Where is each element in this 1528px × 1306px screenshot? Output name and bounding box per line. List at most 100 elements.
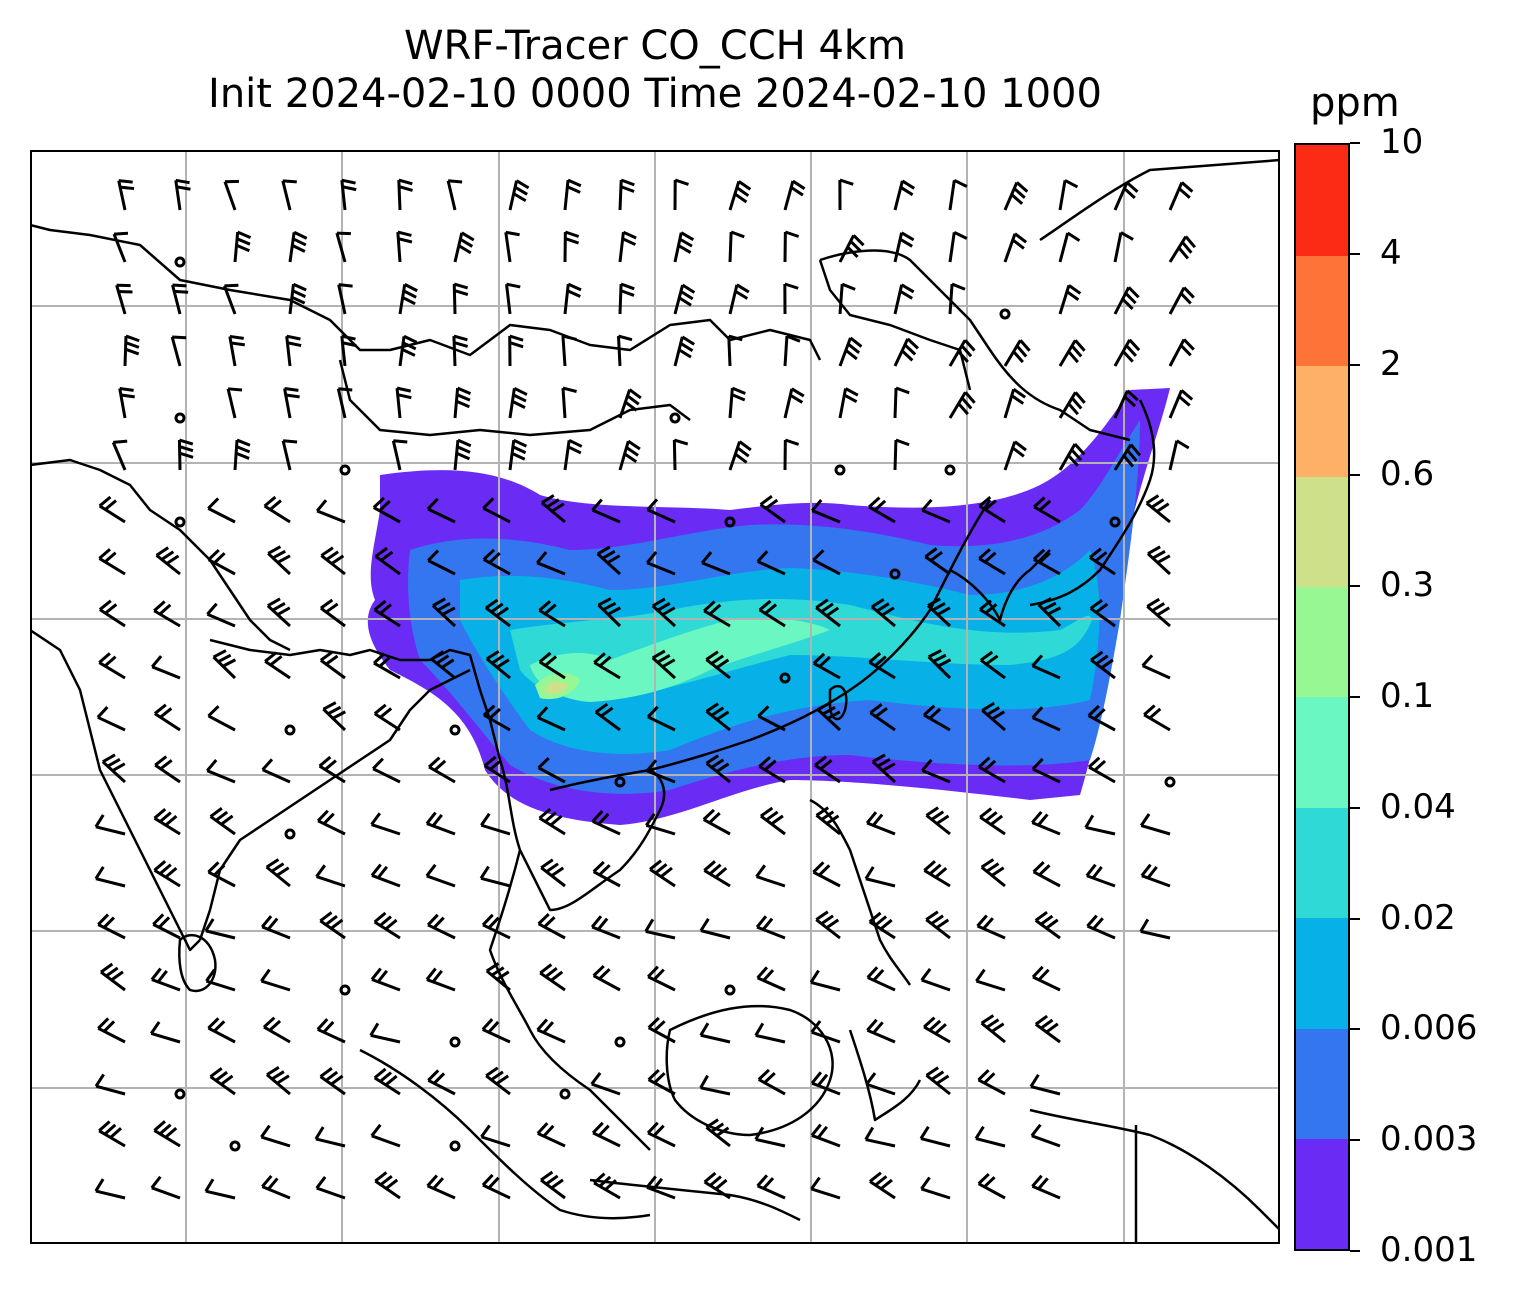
wind-barb xyxy=(153,860,181,888)
wind-barb xyxy=(948,391,976,419)
wind-barb xyxy=(618,439,641,471)
wind-barb xyxy=(591,498,621,524)
calm-wind-marker xyxy=(944,464,956,476)
wind-barb xyxy=(123,334,140,367)
wind-barb xyxy=(98,548,126,576)
wind-barb xyxy=(700,551,731,576)
wind-barb xyxy=(485,1066,511,1096)
wind-barb xyxy=(508,438,528,471)
wind-barb xyxy=(288,282,307,315)
wind-barb xyxy=(1141,654,1171,680)
wind-barb xyxy=(1031,965,1061,992)
wind-barb xyxy=(563,178,582,211)
coast-taiwan xyxy=(828,684,848,721)
wind-barb xyxy=(925,1066,951,1096)
colorbar-tick xyxy=(1350,696,1360,698)
wind-barb xyxy=(673,335,695,367)
wind-barb xyxy=(592,860,621,888)
colorbar-tick xyxy=(1350,474,1360,477)
wind-barb xyxy=(1146,597,1171,628)
wind-barb xyxy=(427,1069,456,1096)
coast-northeast xyxy=(1039,158,1280,242)
wind-barb xyxy=(97,913,126,940)
colorbar-tick xyxy=(1350,1250,1360,1252)
wind-barb xyxy=(870,598,896,628)
border-china-mongolia xyxy=(338,359,691,437)
wind-barb xyxy=(508,179,530,211)
wind-barb xyxy=(209,1067,236,1096)
wind-barb xyxy=(536,551,566,576)
coast-philippines xyxy=(809,798,912,986)
wind-barb xyxy=(283,387,300,419)
wind-barb xyxy=(893,386,910,419)
wind-barb xyxy=(561,386,577,419)
border-mongolia xyxy=(30,223,822,361)
wind-barb xyxy=(281,439,298,471)
wind-barb xyxy=(1032,861,1061,888)
wind-barb xyxy=(1034,910,1061,940)
wind-barb xyxy=(810,1176,841,1200)
calm-wind-marker xyxy=(284,724,296,736)
wind-barb xyxy=(1089,598,1116,628)
wind-barb xyxy=(871,753,897,784)
wind-barb xyxy=(115,283,133,315)
wind-barb xyxy=(815,598,841,628)
colorbar-tick xyxy=(1350,252,1360,255)
wind-barb xyxy=(150,1175,181,1200)
wind-barb xyxy=(336,387,353,419)
wind-barb xyxy=(1168,286,1195,315)
wind-barb xyxy=(924,547,951,576)
wind-barb xyxy=(590,1072,621,1096)
wind-barb xyxy=(979,599,1006,628)
wind-barb xyxy=(428,756,456,784)
colorbar-tick-label: 0.04 xyxy=(1380,786,1456,827)
wind-barb xyxy=(561,334,577,367)
wind-barb xyxy=(893,179,916,211)
wind-barbs xyxy=(94,178,1196,1200)
wind-barb xyxy=(427,549,456,576)
wind-barb xyxy=(1113,389,1139,419)
wind-barb xyxy=(865,811,896,836)
wind-barb xyxy=(98,652,126,680)
wind-barb xyxy=(1168,439,1190,471)
wind-barb xyxy=(975,968,1006,992)
calm-wind-marker xyxy=(174,516,186,528)
wind-barb xyxy=(100,962,126,992)
wind-barb xyxy=(594,702,621,732)
wind-barb xyxy=(810,1071,841,1096)
map-panel[interactable] xyxy=(30,150,1280,1244)
coast-sumatra xyxy=(359,1048,651,1220)
wind-barb xyxy=(651,597,677,628)
wind-barb xyxy=(672,438,689,471)
colorbar-tick xyxy=(1350,1028,1360,1031)
wind-barb xyxy=(316,809,346,836)
wind-barb xyxy=(266,597,292,628)
border-china-west xyxy=(30,458,291,652)
map-canvas[interactable] xyxy=(30,150,1280,1244)
wind-barb xyxy=(866,1018,896,1044)
wind-barb xyxy=(647,1016,676,1044)
wind-barb xyxy=(893,283,915,315)
coast-malay xyxy=(488,849,651,1151)
wind-barb xyxy=(111,439,128,471)
wind-barb xyxy=(869,703,896,732)
wind-barb xyxy=(815,910,841,940)
wind-barb xyxy=(263,495,291,524)
wind-barb xyxy=(112,231,129,263)
wind-barb xyxy=(783,387,805,419)
plume-level-5 xyxy=(530,618,830,702)
wind-barb xyxy=(98,599,126,628)
wind-barb xyxy=(980,858,1006,888)
wind-barb xyxy=(923,860,951,888)
wind-barb xyxy=(318,755,346,784)
wind-barb xyxy=(616,334,633,367)
wind-barb xyxy=(426,1174,456,1200)
wind-barb xyxy=(204,918,236,940)
wind-barb xyxy=(370,812,401,836)
wind-barb xyxy=(927,649,952,680)
wind-barb xyxy=(260,1124,291,1148)
wind-barb xyxy=(396,230,413,263)
wind-barb xyxy=(1029,1073,1061,1096)
wind-barb xyxy=(481,1173,511,1200)
calm-wind-marker xyxy=(669,412,681,424)
